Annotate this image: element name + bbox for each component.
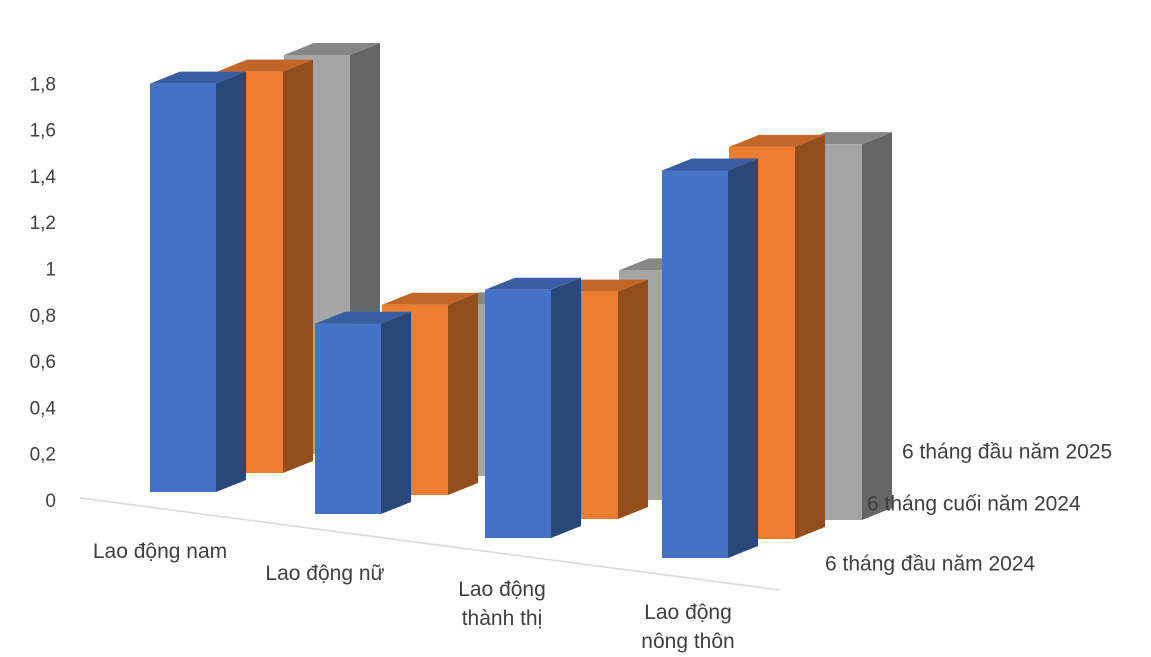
bar-side [283,59,313,473]
bars [150,42,892,558]
y-tick-label: 1 [45,260,56,281]
bar-side [448,292,478,495]
y-tick-label: 1,4 [30,167,57,188]
y-tick-label: 0,4 [30,398,57,419]
series-label: 6 tháng đầu năm 2024 [825,553,1035,576]
bar-top [662,158,758,171]
bar-front [315,323,381,514]
bar-side [728,158,758,558]
series-label: 6 tháng cuối năm 2024 [867,493,1081,516]
bar-top [217,59,313,72]
bar-top [315,311,411,324]
y-tick-label: 0,2 [30,445,56,466]
bar-top [284,42,380,55]
category-labels: Lao động nam Lao động nữ Lao động thành thị… [93,540,735,653]
category-label: Lao động nữ [265,562,384,585]
bar-s0-c0 [150,71,246,493]
bar-top [729,134,825,147]
category-label: Lao động nông thôn [641,601,734,653]
bar-side [551,277,581,538]
category-label: Lao động nam [93,540,227,563]
y-tick-label: 0,6 [30,352,56,373]
category-label: Lao động thành thị [458,578,546,630]
y-tick-label: 1,2 [30,213,56,234]
y-axis-ticks: 0 0,2 0,4 0,6 0,8 1 1,2 1,4 1,6 1,8 [30,74,57,512]
bar-s0-c1 [315,311,411,514]
bar-side [381,311,411,514]
bar-front [662,170,728,558]
y-tick-label: 1,8 [30,74,56,95]
y-tick-label: 0,8 [30,306,56,327]
series-label: 6 tháng đầu năm 2025 [902,441,1112,464]
bar-top [485,277,581,290]
bar-front [485,289,551,538]
y-tick-label: 0 [45,491,56,512]
bar-front [150,83,216,493]
bar-top [382,292,478,305]
bar-side [216,71,246,493]
bar-side [618,279,648,519]
floor-line [79,497,781,591]
series-labels: 6 tháng đầu năm 2024 6 tháng cuối năm 202… [825,441,1112,576]
bar-s0-c2 [485,277,581,538]
bar-top [150,71,246,84]
bar-side [862,132,892,520]
bar-s0-c3 [662,158,758,558]
bar-side [795,134,825,540]
y-tick-label: 1,6 [30,121,56,142]
